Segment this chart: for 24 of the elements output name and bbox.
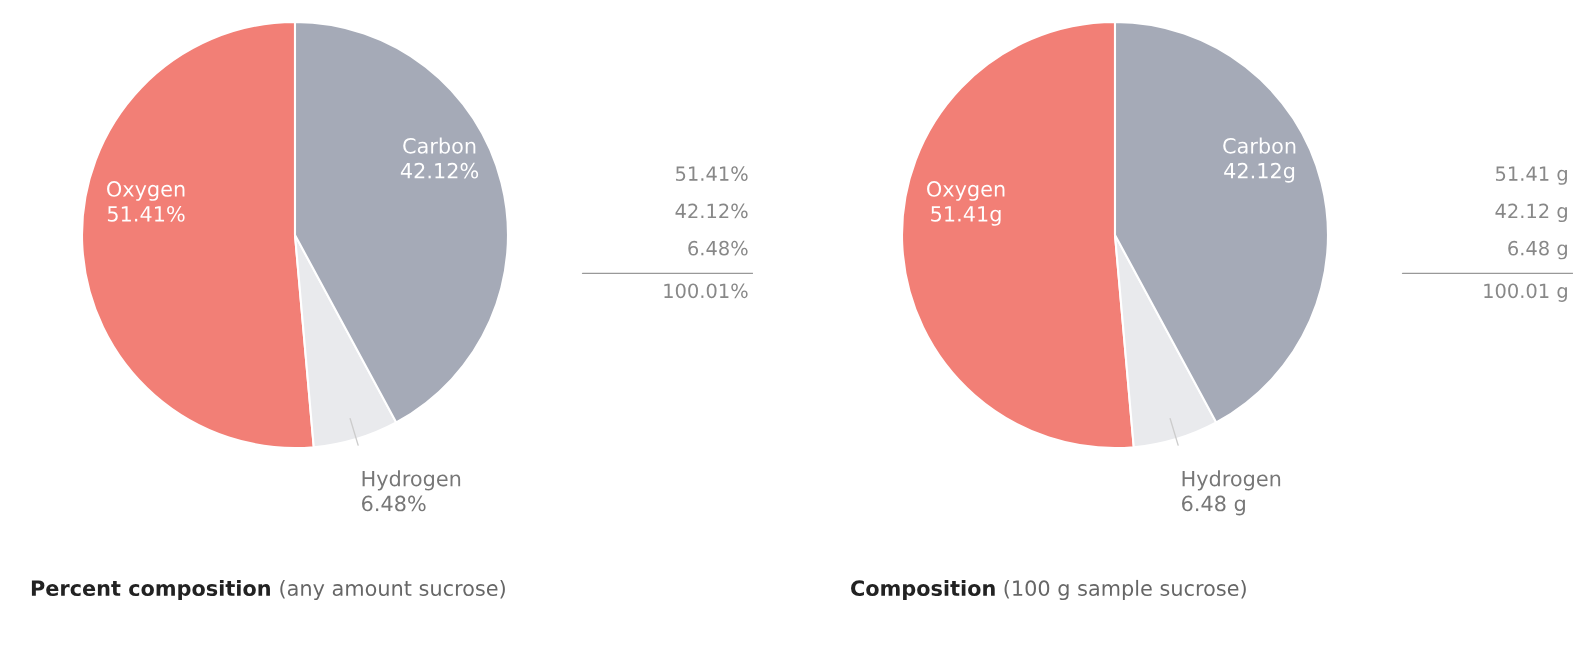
data-label: 51.41% <box>107 205 185 222</box>
data-label: 42.12g <box>1224 162 1295 183</box>
text: Composition <box>851 579 995 601</box>
slice-label: Hydrogen <box>1182 470 1281 491</box>
slice-label: Carbon <box>1223 137 1296 154</box>
data-label: 51.41g <box>931 206 1001 226</box>
slice-label: Hydrogen <box>362 470 461 491</box>
data-label: 6.48 g <box>1182 495 1245 516</box>
text: 51.41% <box>676 166 748 181</box>
text: 6.48 g <box>1508 240 1567 260</box>
text: Percent composition <box>31 579 270 601</box>
text: 100.01% <box>664 283 748 299</box>
slice-label: Carbon <box>403 137 476 154</box>
text: 6.48% <box>688 240 748 256</box>
data-label: 6.48% <box>362 495 426 512</box>
text: 42.12 g <box>1495 203 1567 223</box>
slice-label: Oxygen <box>107 181 185 201</box>
text: (any amount sucrose) <box>280 579 505 601</box>
data-label: 42.12% <box>400 162 479 179</box>
text: 100.01 g <box>1484 283 1567 302</box>
slice-label: Oxygen <box>927 181 1005 201</box>
text: 42.12% <box>675 203 748 219</box>
text: (100 g sample sucrose) <box>1004 579 1246 601</box>
text: 51.41 g <box>1496 166 1567 185</box>
